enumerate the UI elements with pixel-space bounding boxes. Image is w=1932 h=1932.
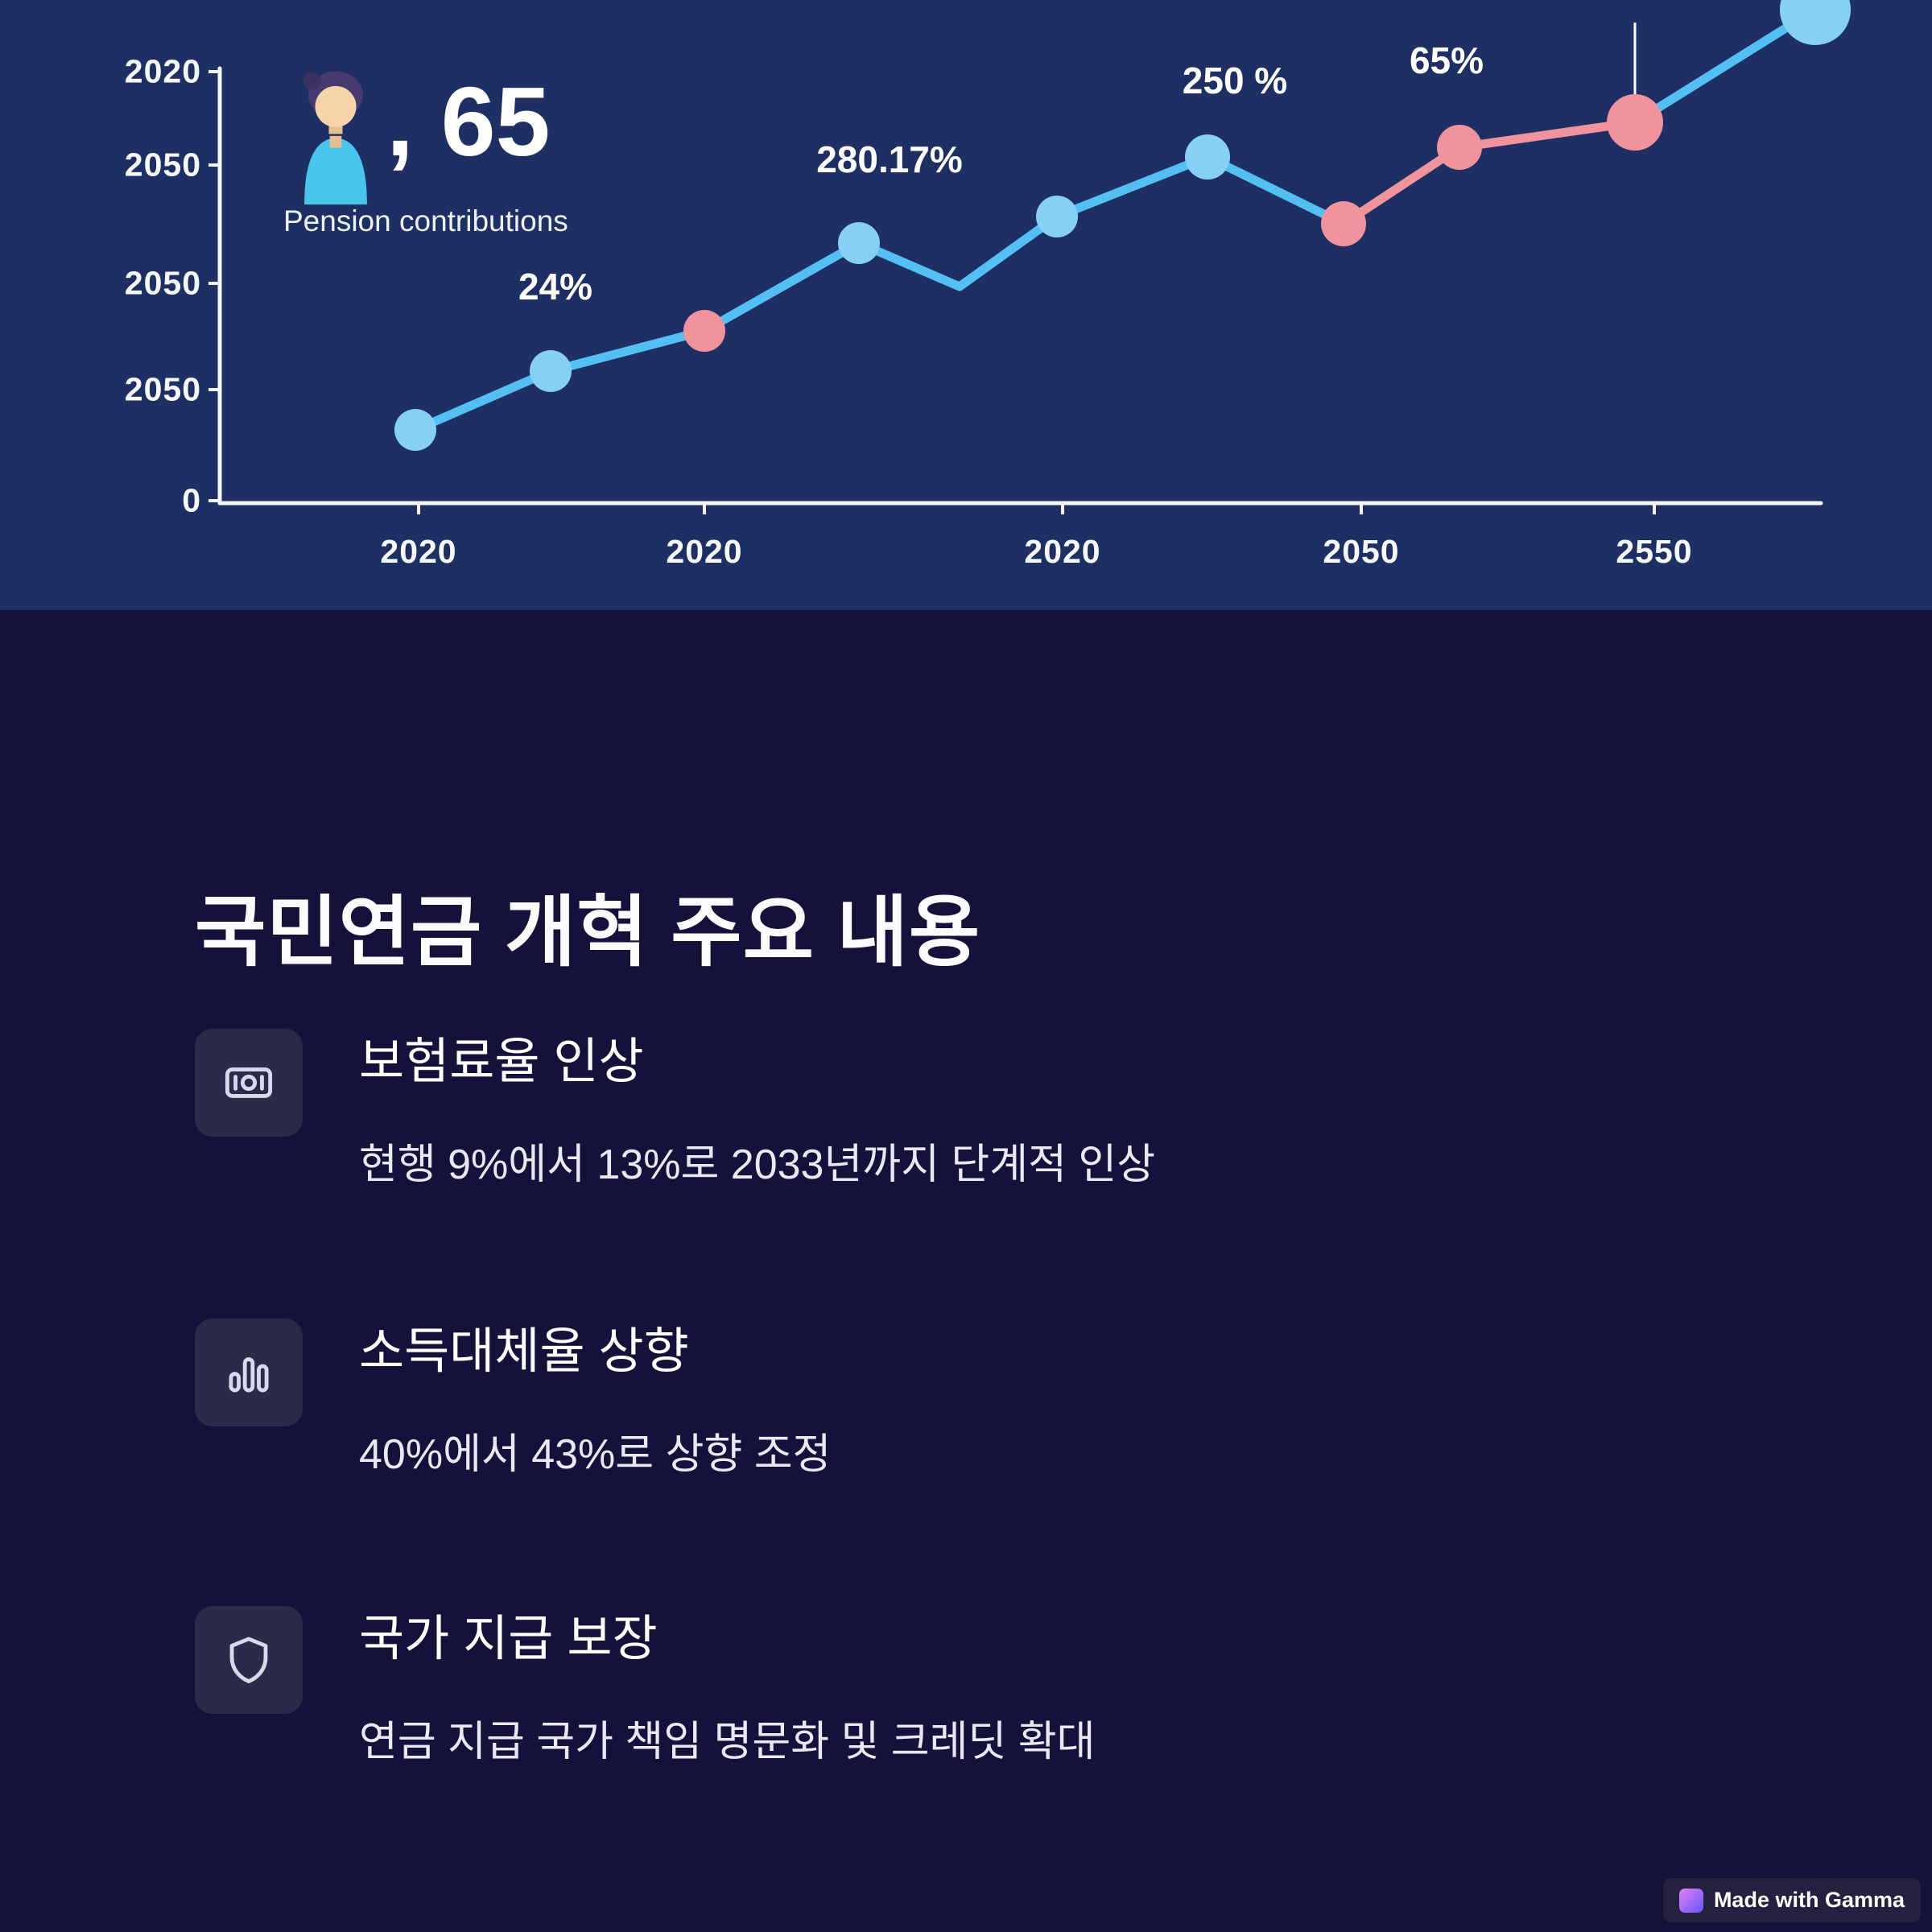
- item-text: 보험료율 인상 현행 9%에서 13%로 2033년까지 단계적 인상: [359, 1029, 1156, 1188]
- data-point: [394, 409, 436, 451]
- data-point: [683, 310, 725, 352]
- made-with-gamma-badge[interactable]: Made with Gamma: [1662, 1878, 1921, 1922]
- data-point: [1437, 125, 1482, 170]
- data-point: [530, 350, 572, 392]
- data-point: [1321, 201, 1366, 246]
- badge-label: Made with Gamma: [1713, 1888, 1905, 1912]
- data-point: [1607, 94, 1663, 151]
- y-axis-tick-label: 2020: [124, 52, 201, 90]
- data-point-label: 280.17%: [816, 138, 963, 180]
- item-text: 소득대체율 상향 40%에서 43%로 상향 조정: [359, 1319, 831, 1476]
- item-text: 국가 지급 보장 연금 지급 국가 책임 명문화 및 크레딧 확대: [359, 1606, 1096, 1765]
- list-item-replacement-rate: 소득대체율 상향 40%에서 43%로 상향 조정: [195, 1319, 1765, 1476]
- gamma-logo-icon: [1678, 1888, 1703, 1913]
- x-axis-tick-label: 2550: [1616, 533, 1693, 570]
- y-axis-tick-label: 0: [182, 481, 201, 519]
- y-axis-tick-label: 2050: [124, 264, 201, 302]
- item-description: 40%에서 43%로 상향 조정: [359, 1431, 832, 1478]
- item-description: 연금 지급 국가 책임 명문화 및 크레딧 확대: [359, 1719, 1096, 1765]
- page-title: 국민연금 개혁 주요 내용: [195, 890, 981, 976]
- data-point-label: 250 %: [1182, 60, 1288, 101]
- list-item-premium-rate: 보험료율 인상 현행 9%에서 13%로 2033년까지 단계적 인상: [195, 1029, 1765, 1186]
- y-axis-tick-label: 2050: [124, 146, 201, 184]
- bar-chart-icon: [195, 1319, 303, 1426]
- x-axis-tick-label: 2020: [380, 533, 457, 570]
- x-axis-tick-label: 2020: [1024, 533, 1101, 570]
- banknote-icon: [195, 1029, 303, 1137]
- data-point: [1036, 196, 1078, 237]
- shield-icon: [195, 1606, 303, 1714]
- x-axis-tick-label: 2020: [666, 533, 743, 570]
- legend-value: , 65: [386, 67, 551, 176]
- chart-canvas: [208, 0, 1851, 514]
- data-point-label: 24%: [518, 266, 593, 308]
- line-segment: [1630, 5, 1820, 127]
- data-point-label: 65%: [1409, 39, 1484, 81]
- line-segment: [411, 152, 1348, 435]
- item-title: 소득대체율 상향: [359, 1323, 689, 1378]
- x-axis-tick-label: 2050: [1323, 533, 1400, 570]
- person-icon: [303, 71, 367, 204]
- data-point: [1185, 134, 1230, 180]
- y-axis-tick-label: 2050: [124, 370, 201, 408]
- pension-line-chart: , 65 Pension contributions 2020 2050 2050 2…: [0, 0, 1932, 610]
- data-point: [838, 222, 880, 264]
- legend-caption: Pension contributions: [283, 204, 568, 237]
- list-item-state-guarantee: 국가 지급 보장 연금 지급 국가 책임 명문화 및 크레딧 확대: [195, 1606, 1765, 1763]
- item-description: 현행 9%에서 13%로 2033년까지 단계적 인상: [359, 1141, 1156, 1188]
- data-point: [1780, 0, 1851, 45]
- item-title: 보험료율 인상: [359, 1034, 644, 1088]
- item-title: 국가 지급 보장: [359, 1611, 658, 1666]
- line-segment: [1339, 118, 1640, 229]
